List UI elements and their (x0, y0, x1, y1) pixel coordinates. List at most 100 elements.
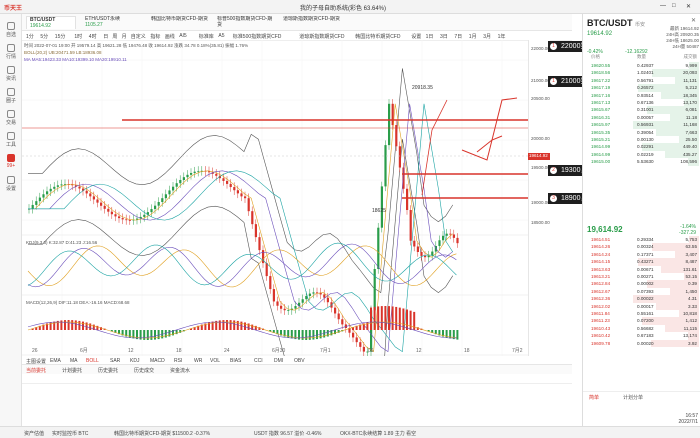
sidebar-item-circle[interactable]: 圈子 (2, 88, 20, 104)
macd-bar (283, 330, 286, 337)
macd-bar (211, 321, 214, 330)
indicator-kdj[interactable]: KDJ (130, 358, 140, 364)
orderbook-row[interactable]: 19610.42 0.67183 13,174 (585, 332, 699, 340)
indicator-vol[interactable]: VOL (210, 358, 221, 364)
orderbook-row[interactable]: 19611.84 0.55161 10,818 (585, 310, 699, 318)
tab-eth-usdt[interactable]: ETH/USDT永续 1105.27 (85, 16, 121, 28)
toolbar-item[interactable]: 日 (103, 34, 109, 40)
orderbook-row[interactable]: 19614.99 0.02219 435.27 (585, 150, 699, 159)
toolbar-item[interactable]: 1月 (468, 34, 477, 40)
candle-body (128, 220, 131, 221)
orderbook-row[interactable]: 19614.51 0.29334 5,753 (585, 236, 699, 244)
tab-fund-flow[interactable]: 资金流水 (170, 368, 191, 374)
indicator-obv[interactable]: OBV (294, 358, 305, 364)
orderbook-row[interactable]: 19610.43 0.56682 11,115 (585, 324, 699, 333)
toolbar-item[interactable]: 设置 (411, 34, 422, 40)
toolbar-item[interactable]: 画线 (164, 34, 175, 40)
orderbook-row[interactable]: 19617.19 0.26572 5,212 (585, 84, 699, 92)
macd-bar (449, 330, 452, 339)
indicator-rsi[interactable]: RSI (174, 358, 183, 364)
orderbook-row[interactable]: 19617.16 0.93514 18,345 (585, 91, 699, 99)
orderbook-row[interactable]: 19612.84 0.00002 0.39 (585, 280, 699, 288)
toolbar-item[interactable]: 1日 (425, 34, 434, 40)
tab-plan-split[interactable]: 计划分单 (623, 395, 644, 401)
orderbook-q: 0.00130 (637, 137, 654, 142)
toolbar-item[interactable]: 韩国比特币期货CFD (355, 34, 401, 40)
indicator-boll[interactable]: BOLL (86, 358, 99, 364)
sidebar-item-tools[interactable]: 工具 (2, 132, 20, 148)
minimize-button[interactable]: — (660, 3, 666, 9)
orderbook-row[interactable]: 19615.67 0.31001 6,081 (585, 106, 699, 114)
toolbar-item[interactable]: 指标 (150, 34, 161, 40)
toolbar-item[interactable]: 月 (121, 34, 127, 40)
toolbar-item[interactable]: 标准500指数期货CFD (232, 34, 282, 40)
orderbook-row[interactable]: 19615.97 0.56931 11,168 (585, 121, 699, 129)
orderbook-row[interactable]: 19617.22 0.56791 11,131 (585, 76, 699, 85)
orderbook-row[interactable]: 19614.99 0.02291 449.40 (585, 143, 699, 151)
orderbook-row[interactable]: 19612.02 0.00017 3.33 (585, 302, 699, 310)
tab-simple[interactable]: 简单 (589, 395, 600, 401)
toolbar-item[interactable]: 3月 (483, 34, 491, 40)
indicator-sar[interactable]: SAR (110, 358, 121, 364)
sidebar-item-market[interactable]: 行情 (2, 44, 20, 60)
orderbook-row[interactable]: 19615.35 0.39054 7,663 (585, 128, 699, 136)
toolbar-item[interactable]: 3日 (440, 34, 448, 40)
close-button[interactable]: ✕ (686, 4, 692, 10)
kline-chart[interactable]: 26 6月 12 18 24 6月30 7月1 06 12 18 7月2 20918.35 1862… (22, 40, 550, 356)
toolbar-item[interactable]: 自定义 (130, 34, 146, 40)
close-panel-icon[interactable]: ✕ (690, 18, 696, 24)
maximize-button[interactable]: □ (672, 3, 676, 9)
orderbook-row[interactable]: 19615.00 5.53630 108,596 (585, 158, 699, 166)
orderbook-row[interactable]: 19618.56 1.02401 20,093 (585, 69, 699, 77)
indicator-ema[interactable]: EMA (50, 358, 61, 364)
toolbar-item[interactable]: 4时 (88, 34, 97, 40)
macd-bar (193, 327, 196, 330)
orderbook-row[interactable]: 19620.55 0.42937 9,999 (585, 62, 699, 70)
indicator-cci[interactable]: CCI (254, 358, 263, 364)
sidebar-item-news[interactable]: 资讯 (2, 66, 20, 82)
toolbar-item[interactable]: AI5 (179, 33, 187, 39)
orderbook-row[interactable]: 19617.13 0.67136 13,170 (585, 99, 699, 107)
orderbook-row[interactable]: 19611.23 0.07200 1,412 (585, 317, 699, 325)
toolbar-item[interactable]: 标准库 (198, 34, 214, 40)
toolbar-item[interactable]: 道琼斯指数期货CFD (299, 34, 345, 40)
orderbook-row[interactable]: 19613.63 0.00671 131.61 (585, 265, 699, 273)
tab-plan-orders[interactable]: 计划委托 (62, 368, 83, 374)
orderbook-row[interactable]: 19616.31 0.00057 11.18 (585, 113, 699, 122)
sidebar-item-favorites[interactable]: 自选 (2, 22, 20, 38)
indicator-主图设置[interactable]: 主图设置 (26, 359, 47, 365)
toolbar-item[interactable]: 1年 (497, 34, 506, 40)
toolbar-item[interactable]: 周 (112, 34, 118, 40)
orderbook-row[interactable]: 19609.78 0.00020 3.92 (585, 339, 699, 347)
orderbook-row[interactable]: 19614.24 0.17371 3,407 (585, 250, 699, 259)
orderbook-row[interactable]: 19612.67 0.07393 1,450 (585, 287, 699, 296)
tab-korea-btc[interactable]: 韩国比特币期货CFD-期货 (151, 16, 208, 22)
toolbar-item[interactable]: A5 (218, 33, 225, 39)
sidebar-item-notifications[interactable]: 99+ (2, 154, 20, 169)
indicator-bias[interactable]: BIAS (230, 358, 242, 364)
tab-history-trades[interactable]: 历史成交 (134, 368, 155, 374)
depth-bar (679, 136, 699, 144)
orderbook-row[interactable]: 19613.21 0.00271 53.15 (585, 273, 699, 281)
indicator-macd[interactable]: MACD (150, 358, 165, 364)
indicator-dmi[interactable]: DMI (274, 358, 284, 364)
indicator-wr[interactable]: WR (194, 358, 203, 364)
indicator-ma[interactable]: MA (70, 358, 78, 364)
orderbook-row[interactable]: 19612.36 0.00022 4.31 (585, 295, 699, 303)
toolbar-item[interactable]: 15分 (54, 34, 66, 40)
toolbar-item[interactable]: 7日 (454, 34, 463, 40)
sidebar-item-settings[interactable]: 设置 (2, 176, 20, 192)
tab-btc-usdt[interactable]: BTC/USDT 19614.92 (26, 16, 76, 29)
toolbar-item[interactable]: 1分 (26, 34, 34, 40)
orderbook-row[interactable]: 19614.26 0.00324 63.55 (585, 243, 699, 251)
orderbook-p: 19614.24 (591, 251, 611, 257)
toolbar-item[interactable]: 5分 (40, 34, 49, 40)
toolbar-item[interactable]: 1时 (74, 34, 83, 40)
tab-sp500[interactable]: 标普500指数期货CFD-期货 (217, 16, 273, 28)
orderbook-row[interactable]: 19615.21 0.00130 25.50 (585, 136, 699, 144)
tab-history-orders[interactable]: 历史委托 (98, 368, 119, 374)
tab-current-orders[interactable]: 当前委托 (26, 368, 47, 374)
sidebar-item-trade[interactable]: 交易 (2, 110, 20, 126)
tab-dow[interactable]: 道琼斯指数期货CFD-期货 (283, 16, 340, 22)
orderbook-row[interactable]: 19614.15 0.43271 8,487 (585, 258, 699, 266)
